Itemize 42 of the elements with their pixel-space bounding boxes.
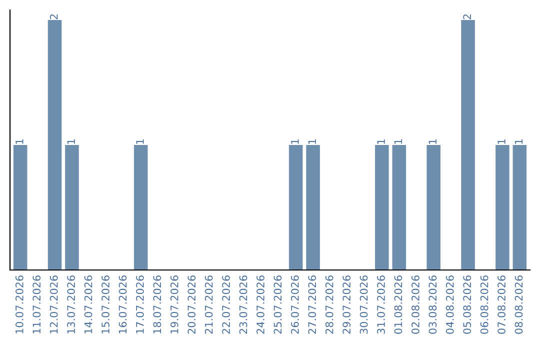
x-tick-label: 30.07.2026 xyxy=(360,276,368,334)
x-tick-label: 22.07.2026 xyxy=(222,276,230,334)
data-label: 2 xyxy=(50,14,58,20)
x-tick-label: 28.07.2026 xyxy=(325,276,334,334)
x-tick-label: 04.08.2026 xyxy=(446,276,454,334)
x-tick-label: 23.07.2026 xyxy=(239,276,248,334)
x-tick-label: 10.07.2026 xyxy=(15,276,24,334)
data-label: 2 xyxy=(463,14,471,20)
x-tick-label: 25.07.2026 xyxy=(274,276,282,334)
data-label: 1 xyxy=(308,139,316,144)
x-tick-label: 31.07.2026 xyxy=(377,276,385,334)
x-tick-label: 16.07.2026 xyxy=(118,276,127,334)
data-label: 1 xyxy=(498,139,506,144)
data-label: 1 xyxy=(16,139,24,144)
x-tick-label: 14.07.2026 xyxy=(84,276,92,334)
x-tick-label: 11.07.2026 xyxy=(32,276,41,334)
x-tick-label: 29.07.2026 xyxy=(342,276,351,334)
x-tick-label: 27.07.2026 xyxy=(308,276,316,334)
data-label: 1 xyxy=(377,139,385,144)
x-tick-label: 12.07.2026 xyxy=(50,276,58,334)
data-label: 1 xyxy=(514,139,523,144)
x-tick-label: 19.07.2026 xyxy=(170,276,178,334)
x-tick-label: 01.08.2026 xyxy=(394,276,402,334)
data-label: 1 xyxy=(136,139,144,144)
x-tick-label: 13.07.2026 xyxy=(67,276,76,334)
data-label: 1 xyxy=(291,139,299,144)
x-tick-label: 05.08.2026 xyxy=(463,276,472,334)
data-label: 1 xyxy=(394,139,402,144)
x-tick-label: 26.07.2026 xyxy=(290,276,299,334)
x-tick-label: 03.08.2026 xyxy=(428,276,437,334)
x-tick-label: 07.08.2026 xyxy=(498,276,506,334)
x-tick-label: 08.08.2026 xyxy=(514,276,523,334)
x-tick-label: 20.07.2026 xyxy=(188,276,196,334)
x-tick-label: 17.07.2026 xyxy=(136,276,144,334)
x-tick-label: 06.08.2026 xyxy=(480,276,488,334)
x-tick-label: 15.07.2026 xyxy=(102,276,110,334)
data-label: 1 xyxy=(428,139,436,144)
x-tick-label: 21.07.2026 xyxy=(204,276,213,334)
x-tick-label: 02.08.2026 xyxy=(412,276,420,334)
data-label: 1 xyxy=(67,139,75,144)
x-tick-label: 18.07.2026 xyxy=(153,276,162,334)
x-tick-label: 24.07.2026 xyxy=(256,276,264,334)
